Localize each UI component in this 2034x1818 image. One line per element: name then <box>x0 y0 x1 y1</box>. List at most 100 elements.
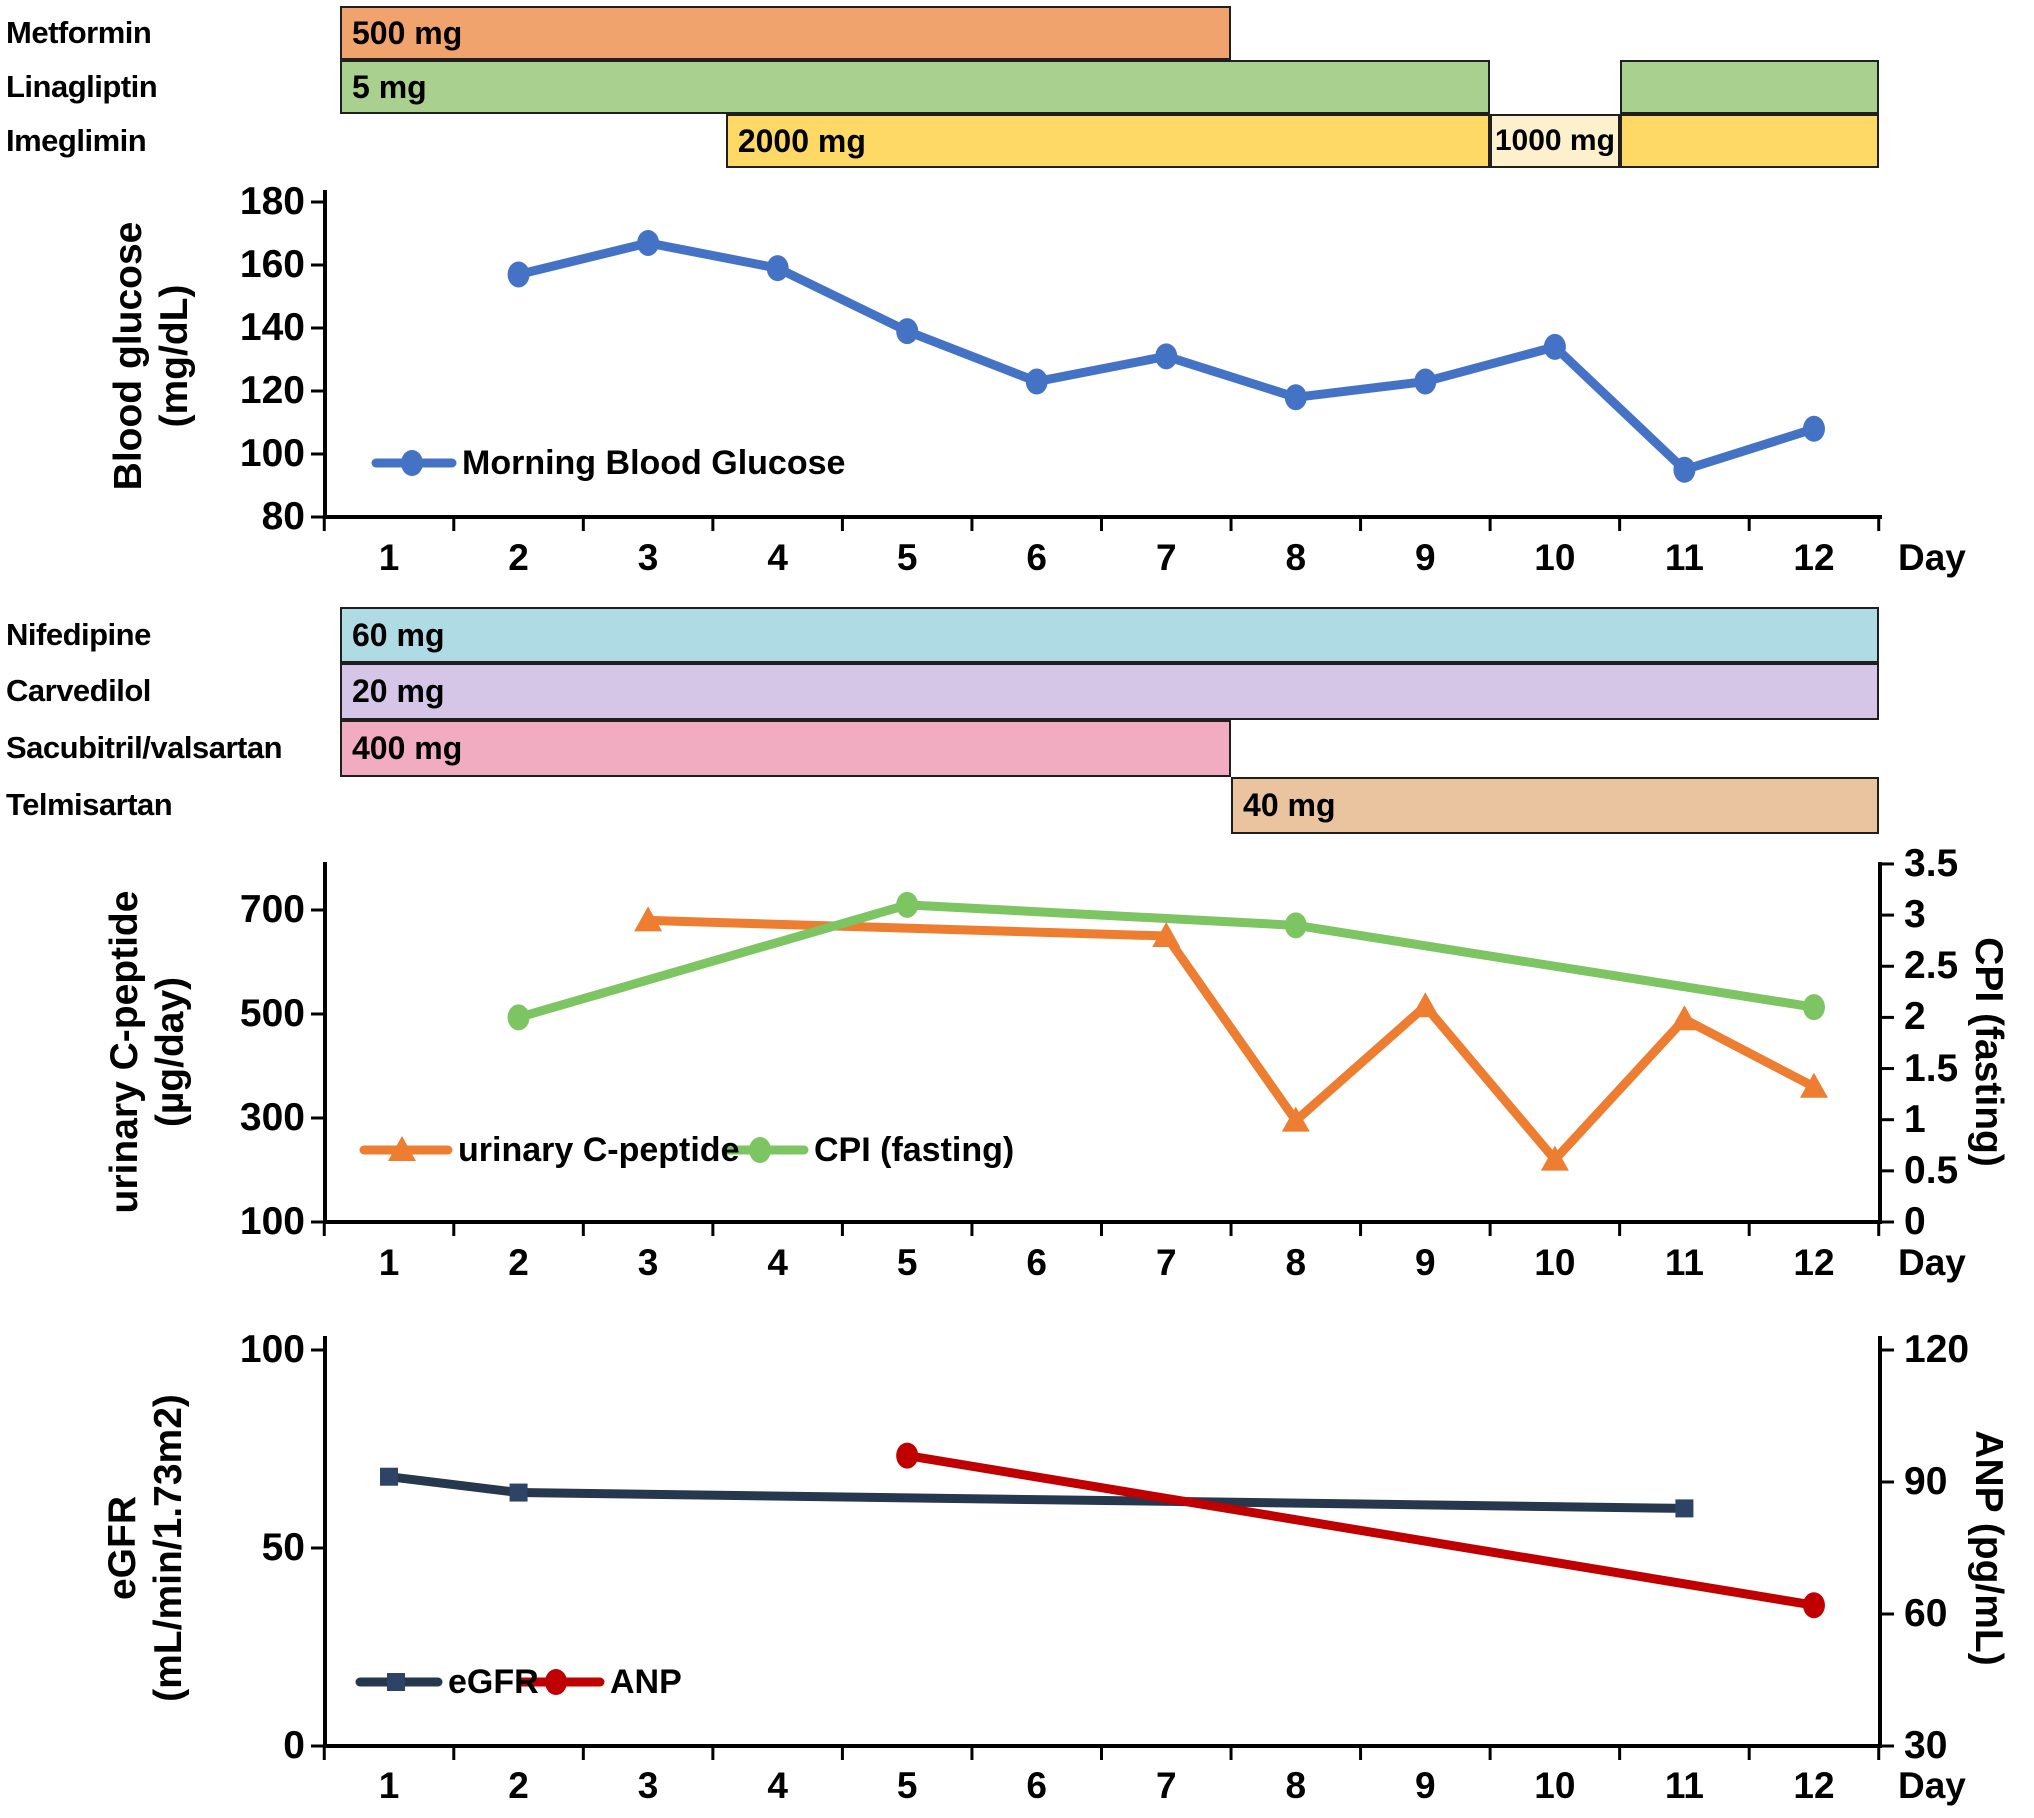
c-peptide-cpi-chart-y-tick-label-right: 1 <box>1904 1097 1926 1141</box>
med-bar-sacubitril-valsartan-segment-1: 400 mg <box>340 720 1232 777</box>
blood-glucose-chart-day-label: 2 <box>508 537 529 578</box>
square-marker <box>1675 1499 1694 1518</box>
egfr-anp-chart-y-axis-title-right: ANP (pg/mL) <box>1965 1430 2011 1665</box>
egfr-anp-chart-day-label: 2 <box>508 1765 529 1806</box>
c-peptide-cpi-chart-y-tick-label-right: 1.5 <box>1904 1046 1959 1090</box>
egfr-anp-chart-y-tick-label-right: 30 <box>1904 1724 1948 1767</box>
series-line-anp <box>902 1451 1819 1610</box>
egfr-anp-chart-y-axis-title-left: eGFR (mL/min/1.73m2) <box>100 1394 192 1702</box>
egfr-anp-chart-y-tick-label-left: 100 <box>239 1328 305 1371</box>
blood-glucose-chart-day-axis-word: Day <box>1898 537 1966 578</box>
med-label-carvedilol: Carvedilol <box>6 673 151 708</box>
dose-label-sacubitril-valsartan-1: 400 mg <box>352 730 463 766</box>
blood-glucose-chart-y-tick-label-left: 140 <box>239 306 305 349</box>
circle-marker <box>637 229 660 256</box>
circle-marker <box>896 891 919 918</box>
c-peptide-cpi-chart-y-axis-title-right: CPI (fasting) <box>1965 937 2011 1167</box>
blood-glucose-chart-day-label: 4 <box>767 537 788 578</box>
blood-glucose-chart-day-label: 6 <box>1026 537 1047 578</box>
c-peptide-cpi-chart-day-axis-word: Day <box>1898 1242 1966 1283</box>
c-peptide-cpi-chart-day-label: 5 <box>896 1242 918 1283</box>
circle-marker <box>1802 994 1825 1021</box>
circle-marker <box>1284 384 1307 411</box>
egfr-anp-chart-day-label: 10 <box>1534 1765 1576 1806</box>
c-peptide-cpi-chart-y-tick-label-right: 3 <box>1904 893 1926 937</box>
med-bar-telmisartan-segment-1: 40 mg <box>1231 777 1879 834</box>
c-peptide-cpi-chart-day-label: 3 <box>637 1242 659 1283</box>
med-label-imeglimin: Imeglimin <box>6 123 147 158</box>
circle-marker <box>749 1137 771 1163</box>
circle-marker <box>1673 456 1696 483</box>
c-peptide-cpi-chart-day-label: 2 <box>508 1242 529 1283</box>
circle-marker <box>1155 343 1178 370</box>
triangle-marker <box>1799 1072 1828 1098</box>
blood-glucose-chart-y-tick-label-left: 120 <box>239 369 305 412</box>
blood-glucose-chart-day-label: 1 <box>378 537 400 578</box>
egfr-anp-chart-y-tick-label-right: 90 <box>1904 1460 1948 1503</box>
blood-glucose-chart-y-axis-title-left: Blood glucose (mg/dL) <box>106 222 198 491</box>
med-bar-linagliptin-segment-1: 5 mg <box>340 60 1491 114</box>
c-peptide-cpi-chart-y-axis-title-line: urinary C-peptide <box>103 890 146 1214</box>
circle-marker <box>507 1004 530 1031</box>
circle-marker <box>507 261 530 288</box>
triangle-marker <box>1411 992 1440 1018</box>
blood-glucose-chart-day-label: 11 <box>1664 537 1704 578</box>
triangle-marker <box>1670 1005 1699 1031</box>
med-bar-linagliptin-segment-2 <box>1619 60 1879 114</box>
med-bar-imeglimin-segment-3 <box>1619 114 1879 168</box>
dose-label-metformin-1: 500 mg <box>352 14 463 51</box>
blood-glucose-chart-y-axis-title-line: Blood glucose <box>107 221 150 491</box>
square-marker <box>387 1673 405 1691</box>
circle-marker <box>1543 333 1566 360</box>
circle-marker <box>401 450 423 476</box>
med-label-linagliptin: Linagliptin <box>6 69 158 104</box>
c-peptide-cpi-chart-y-tick-label-right: 0.5 <box>1904 1148 1959 1192</box>
c-peptide-cpi-chart-day-label: 8 <box>1285 1242 1307 1283</box>
square-marker <box>380 1467 399 1486</box>
c-peptide-cpi-chart-y-tick-label-right: 3.5 <box>1904 841 1959 885</box>
series-line-urinary-c-peptide <box>643 915 1819 1165</box>
series-line-cpi-fasting <box>514 900 1819 1022</box>
egfr-anp-chart-y-axis-title-line: (mL/min/1.73m2) <box>147 1394 190 1702</box>
c-peptide-cpi-chart-day-label: 7 <box>1155 1242 1177 1283</box>
circle-marker <box>766 255 789 282</box>
triangle-marker <box>388 1136 416 1161</box>
dose-label-carvedilol-1: 20 mg <box>352 673 445 709</box>
c-peptide-cpi-chart-y-tick-label-left: 500 <box>239 992 305 1035</box>
egfr-anp-chart-day-label: 12 <box>1793 1765 1835 1806</box>
dose-label-imeglimin-2: 1000 mg <box>1494 124 1615 157</box>
med-bar-nifedipine-segment-1: 60 mg <box>340 607 1879 663</box>
c-peptide-cpi-chart-y-axis-title-left: urinary C-peptide (µg/day) <box>102 891 194 1214</box>
med-bar-metformin-segment-1: 500 mg <box>340 6 1232 60</box>
med-bar-imeglimin-segment-1: 2000 mg <box>725 114 1491 168</box>
triangle-marker <box>634 906 663 932</box>
dose-label-imeglimin-1: 2000 mg <box>737 122 866 159</box>
egfr-anp-chart-y-tick-label-left: 50 <box>261 1526 305 1569</box>
egfr-anp-chart-y-axis-title-line: ANP (pg/mL) <box>1967 1430 2010 1666</box>
circle-marker <box>1025 368 1048 395</box>
c-peptide-cpi-chart-day-label: 11 <box>1664 1242 1704 1283</box>
egfr-anp-chart-y-tick-label-right: 60 <box>1904 1592 1948 1635</box>
blood-glucose-chart-day-label: 5 <box>896 537 918 578</box>
legend-label-urinary-c-peptide: urinary C-peptide <box>458 1131 740 1169</box>
blood-glucose-chart-y-tick-label-left: 180 <box>239 180 305 223</box>
dose-label-linagliptin-1: 5 mg <box>352 68 427 105</box>
c-peptide-cpi-chart-y-tick-label-left: 700 <box>239 888 305 931</box>
egfr-anp-chart-day-axis-word: Day <box>1898 1765 1966 1806</box>
med-label-sacubitril-valsartan: Sacubitril/valsartan <box>6 730 283 765</box>
blood-glucose-chart-y-tick-label-left: 160 <box>239 243 305 286</box>
c-peptide-cpi-chart-day-label: 9 <box>1415 1242 1436 1283</box>
egfr-anp-chart-day-label: 8 <box>1285 1765 1307 1806</box>
c-peptide-cpi-chart-y-tick-label-left: 100 <box>239 1200 305 1243</box>
med-label-telmisartan: Telmisartan <box>6 787 173 822</box>
blood-glucose-chart-day-label: 8 <box>1285 537 1307 578</box>
c-peptide-cpi-chart-y-tick-label-right: 2.5 <box>1904 944 1959 988</box>
c-peptide-cpi-chart-day-label: 10 <box>1534 1242 1576 1283</box>
dose-label-telmisartan-1: 40 mg <box>1243 787 1336 823</box>
circle-marker <box>896 318 919 345</box>
circle-marker <box>1802 1592 1825 1619</box>
legend-label-morning-blood-glucose: Morning Blood Glucose <box>462 444 846 482</box>
egfr-anp-chart-day-label: 1 <box>378 1765 400 1806</box>
